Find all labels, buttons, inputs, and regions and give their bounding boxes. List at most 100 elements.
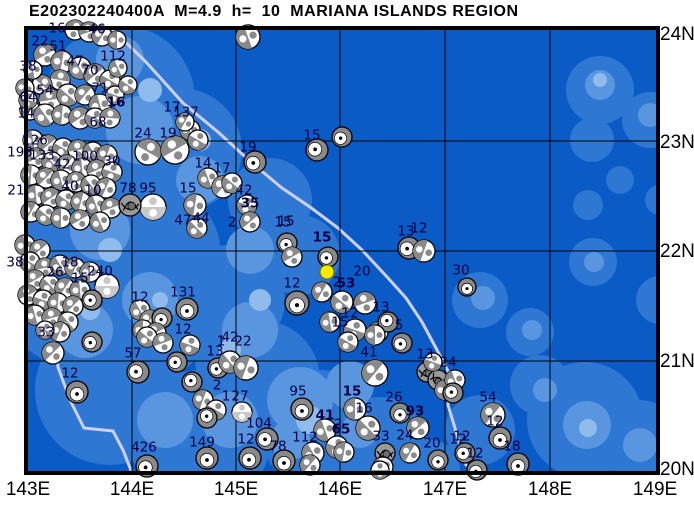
lat-tick-label: 24N bbox=[660, 24, 694, 45]
focal-mechanism-beachball bbox=[331, 126, 353, 148]
depth-label: 12 bbox=[237, 432, 254, 448]
focal-mechanism-beachball bbox=[353, 291, 377, 315]
bathymetry-patch bbox=[638, 103, 656, 127]
focal-mechanism-beachball bbox=[389, 402, 411, 424]
focal-mechanism-beachball bbox=[65, 380, 89, 404]
depth-label: 42 bbox=[235, 183, 252, 199]
depth-label: 30 bbox=[103, 154, 120, 170]
depth-label: 47 bbox=[174, 213, 191, 229]
depth-label: 46 bbox=[88, 22, 105, 38]
depth-label: 38 bbox=[6, 255, 23, 271]
depth-label: 35 bbox=[241, 196, 260, 212]
depth-label: 15 bbox=[179, 181, 196, 197]
lon-tick-label: 148E bbox=[528, 479, 572, 500]
focal-mechanism-beachball bbox=[126, 360, 150, 384]
focal-mechanism-beachball bbox=[233, 355, 259, 381]
focal-mechanism-beachball bbox=[311, 281, 333, 303]
focal-mechanism-beachball bbox=[423, 352, 443, 372]
focal-mechanism-beachball bbox=[68, 56, 92, 80]
focal-mechanism-beachball bbox=[337, 331, 359, 353]
depth-label: 137 bbox=[173, 105, 199, 121]
focal-mechanism-beachball bbox=[118, 75, 138, 95]
focal-mechanism-beachball bbox=[281, 246, 303, 268]
depth-label: 18 bbox=[503, 439, 520, 455]
depth-label: 93 bbox=[406, 404, 425, 420]
lat-tick-label: 21N bbox=[660, 351, 694, 372]
depth-label: 1 bbox=[222, 389, 231, 405]
depth-label: 51 bbox=[49, 39, 66, 55]
focal-mechanism-beachball bbox=[187, 129, 209, 151]
focal-mechanism-beachball bbox=[195, 446, 219, 470]
depth-label: 95 bbox=[289, 384, 306, 400]
focal-mechanism-beachball bbox=[377, 311, 399, 333]
bathymetry-patch bbox=[645, 185, 656, 215]
depth-label: 2 bbox=[228, 215, 237, 231]
focal-mechanism-beachball bbox=[243, 150, 267, 174]
depth-label: 21 bbox=[7, 183, 24, 199]
bathymetry-patch bbox=[623, 428, 656, 462]
depth-label: 12 bbox=[174, 322, 191, 338]
lon-tick-label: 146E bbox=[318, 479, 362, 500]
focal-mechanism-beachball bbox=[313, 418, 337, 442]
focal-mechanism-beachball bbox=[166, 351, 188, 373]
focal-mechanism-beachball bbox=[105, 85, 125, 105]
lat-axis: 24N 23N 22N 21N 20N bbox=[660, 24, 694, 480]
focal-mechanism-beachball bbox=[81, 289, 103, 311]
depth-label: 16 bbox=[107, 95, 126, 111]
focal-mechanism-beachball bbox=[186, 217, 208, 239]
focal-mechanism-beachball bbox=[299, 454, 321, 476]
depth-label: 19 bbox=[159, 126, 176, 142]
focal-mechanism-beachball bbox=[99, 107, 121, 129]
focal-mechanism-beachball bbox=[107, 30, 127, 50]
focal-mechanism-beachball bbox=[175, 112, 195, 132]
focal-mechanism-beachball bbox=[196, 407, 218, 429]
depth-label: 54 bbox=[36, 83, 53, 99]
focal-mechanism-beachball bbox=[361, 359, 389, 387]
focal-mechanism-beachball bbox=[50, 50, 74, 74]
lon-tick-label: 147E bbox=[423, 479, 467, 500]
focal-mechanism-beachball bbox=[412, 239, 436, 263]
depth-label: 70 bbox=[81, 63, 98, 79]
focal-mechanism-beachball bbox=[118, 193, 142, 217]
focal-mechanism-beachball bbox=[317, 246, 339, 268]
bathymetry-patch bbox=[522, 320, 542, 340]
focal-mechanism-beachball bbox=[152, 332, 174, 354]
focal-mechanism-beachball bbox=[238, 446, 262, 470]
depth-label: 12 bbox=[283, 276, 300, 292]
depth-label: 12 bbox=[486, 414, 503, 430]
focal-mechanism-beachball bbox=[355, 415, 381, 441]
focal-mechanism-beachball bbox=[25, 147, 47, 169]
depth-label: 38 bbox=[19, 59, 36, 75]
bathymetry-patch bbox=[573, 190, 603, 220]
focal-mechanism-beachball bbox=[181, 371, 203, 393]
focal-mechanism-beachball bbox=[221, 172, 243, 194]
depth-label: 22 bbox=[31, 34, 48, 50]
event-marker bbox=[319, 264, 335, 280]
bathymetry-patch bbox=[471, 286, 495, 310]
depth-label: 193 bbox=[7, 145, 33, 161]
lat-tick-label: 23N bbox=[660, 132, 694, 153]
depth-label: 426 bbox=[131, 440, 157, 456]
depth-label: 2 bbox=[213, 378, 222, 394]
depth-label: 15 bbox=[274, 215, 291, 231]
depth-label: 19 bbox=[239, 140, 256, 156]
focal-mechanism-beachball bbox=[25, 184, 47, 206]
depth-label: 12 bbox=[61, 366, 78, 382]
focal-mechanism-beachball bbox=[488, 426, 512, 450]
depth-label: 14 bbox=[17, 106, 34, 122]
focal-mechanism-beachball bbox=[370, 460, 390, 480]
focal-mechanism-beachball bbox=[457, 277, 477, 297]
focal-mechanism-beachball bbox=[480, 402, 506, 428]
focal-mechanism-beachball bbox=[33, 103, 57, 127]
bathymetry-patch bbox=[137, 392, 193, 448]
depth-label: 22 bbox=[234, 334, 251, 350]
depth-label: 12 bbox=[410, 221, 427, 237]
focal-mechanism-beachball bbox=[35, 320, 55, 340]
bathymetry-patch bbox=[593, 73, 607, 87]
depth-label: 65 bbox=[332, 422, 351, 438]
focal-mechanism-beachball bbox=[79, 261, 101, 283]
depth-label: 41 bbox=[360, 345, 377, 361]
lon-tick-label: 144E bbox=[110, 479, 154, 500]
focal-mechanism-beachball bbox=[50, 207, 72, 229]
